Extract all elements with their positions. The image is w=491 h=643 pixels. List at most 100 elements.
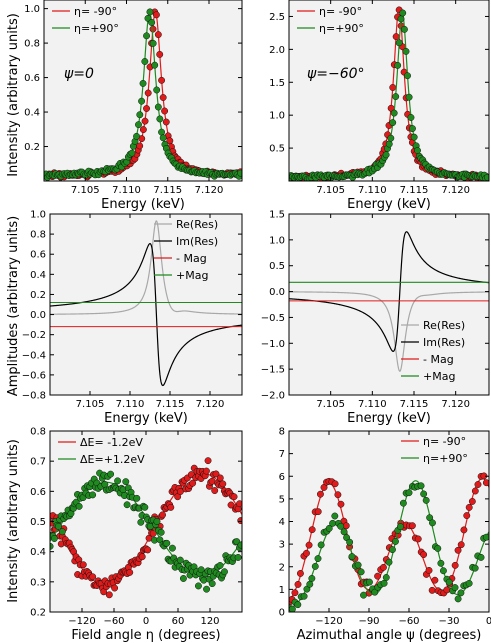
- y-tick-label: 0.2: [24, 142, 40, 153]
- plot-area: [50, 214, 242, 395]
- x-axis-label: Energy (keV): [104, 411, 188, 426]
- legend: η= -90° η=+90°: [52, 5, 119, 35]
- panel-annotation: ψ=0: [64, 66, 94, 82]
- data-point: [111, 584, 119, 592]
- data-point: [176, 556, 184, 564]
- data-point: [389, 546, 396, 554]
- series-90-points: [44, 8, 242, 181]
- y-tick-label: 0.5: [269, 144, 285, 155]
- legend-label: +Mag: [176, 269, 208, 282]
- data-point: [389, 84, 397, 91]
- plot-frame: [288, 213, 490, 396]
- x-tick-label: −60: [398, 616, 419, 627]
- legend-label: - Mag: [423, 353, 454, 366]
- data-point: [474, 481, 482, 488]
- y-tick-label: 0.6: [30, 487, 46, 498]
- data-point: [237, 169, 242, 177]
- y-tick-label: 1: [279, 585, 285, 596]
- x-tick-label: 120: [200, 616, 219, 627]
- data-point: [365, 578, 373, 586]
- data-point: [133, 494, 141, 502]
- x-axis-label: Energy (keV): [101, 197, 185, 212]
- series-group: [289, 6, 489, 181]
- data-point: [157, 528, 165, 536]
- data-point: [337, 522, 345, 530]
- y-tick-label: 0.6: [30, 250, 46, 261]
- data-point: [50, 535, 58, 542]
- data-point: [340, 528, 348, 536]
- y-tick-label: −0.4: [22, 350, 46, 361]
- x-axis-label: Azimuthal angle ψ (degrees): [297, 628, 482, 643]
- x-tick-label: −120: [68, 616, 95, 627]
- x-tick-label: 7.115: [400, 185, 429, 196]
- data-point: [143, 105, 150, 112]
- data-point: [445, 578, 453, 586]
- data-point: [136, 111, 144, 119]
- data-point: [397, 523, 404, 531]
- data-point: [126, 568, 134, 576]
- y-tick-label: 0.6: [24, 73, 40, 84]
- panel-top-left: 7.105 7.110 7.115 7.120 0.2 0.4 0.6 0.8 1.0 Energ…: [24, 0, 243, 212]
- data-point: [54, 522, 62, 530]
- data-point: [219, 480, 227, 488]
- data-point: [79, 561, 87, 569]
- data-point: [296, 570, 304, 577]
- data-point: [114, 477, 122, 485]
- x-tick-label: −60: [103, 616, 124, 627]
- data-point: [101, 480, 109, 488]
- legend-label: η=+90°: [423, 452, 468, 465]
- y-tick-label: 0.8: [24, 39, 40, 50]
- data-point: [392, 538, 399, 545]
- data-point: [133, 132, 140, 140]
- data-point: [426, 514, 434, 522]
- data-point: [374, 572, 382, 580]
- data-point: [417, 482, 425, 490]
- data-point: [236, 500, 242, 508]
- data-point: [399, 9, 407, 17]
- data-point: [138, 97, 146, 105]
- data-point: [346, 538, 354, 546]
- data-point: [237, 517, 242, 525]
- data-point: [407, 114, 415, 121]
- data-point: [152, 11, 160, 19]
- data-point: [158, 128, 166, 136]
- x-tick-label: 7.120: [441, 399, 470, 410]
- data-point: [354, 561, 362, 569]
- data-point: [379, 563, 387, 571]
- y-tick-label: 0.3: [30, 577, 46, 588]
- data-point: [212, 470, 220, 478]
- data-point: [465, 579, 473, 587]
- data-point: [457, 589, 465, 597]
- series-90-points: [289, 9, 489, 181]
- data-point: [317, 541, 325, 549]
- data-point: [454, 546, 462, 554]
- data-point: [289, 605, 296, 612]
- data-point: [402, 47, 410, 55]
- x-tick-label: 7.120: [441, 185, 470, 196]
- y-tick-label: 0.0: [30, 310, 46, 321]
- data-point: [300, 592, 308, 600]
- data-point: [331, 512, 339, 520]
- panel-top-right: 7.105 7.110 7.115 7.120 0.5 1.0 1.5 2.0 2.5 Energ…: [269, 0, 490, 212]
- data-point: [394, 61, 402, 69]
- x-tick-label: 60: [172, 616, 185, 627]
- y-tick-label: 0.4: [24, 108, 40, 119]
- x-tick-label: 0: [486, 616, 491, 627]
- data-point: [471, 564, 479, 572]
- data-point: [139, 79, 147, 87]
- y-tick-label: 2.0: [269, 45, 285, 56]
- data-point: [404, 72, 411, 80]
- x-tick-label: 7.105: [71, 185, 100, 196]
- data-point: [422, 496, 430, 504]
- series-e-1-2ev-points: [50, 469, 242, 593]
- data-point: [329, 519, 337, 527]
- data-point: [153, 86, 161, 94]
- data-point: [294, 580, 302, 588]
- data-point: [385, 140, 393, 148]
- x-tick-label: 7.105: [76, 399, 105, 410]
- data-point: [400, 25, 408, 33]
- data-point: [154, 31, 162, 39]
- data-point: [316, 490, 324, 498]
- data-point: [141, 58, 149, 65]
